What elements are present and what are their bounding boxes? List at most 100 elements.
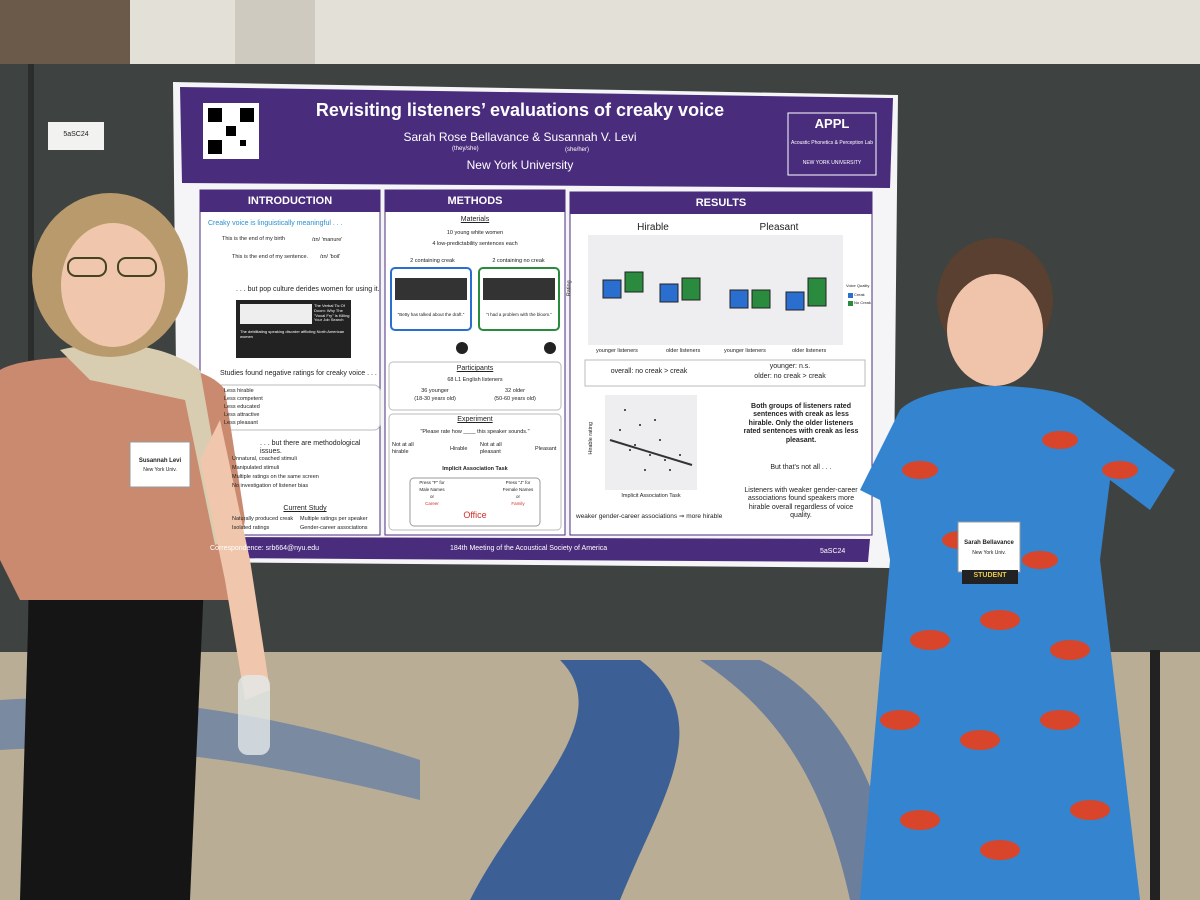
scale-max: Pleasant <box>535 446 557 452</box>
group-ages: (18-30 years old) <box>414 396 456 402</box>
sub-heading: Participants <box>456 365 494 372</box>
headline: The Verbal Tic Of Doom: Why The "Vocal F… <box>314 303 350 323</box>
group-count: 36 younger <box>421 388 449 394</box>
iat-key: or <box>429 494 434 499</box>
affiliation: New York University <box>466 158 574 172</box>
badge-org: New York Univ. <box>143 467 177 473</box>
methods-heading-bar <box>385 190 565 212</box>
participants-box <box>388 361 562 411</box>
iat-screen <box>409 477 541 527</box>
sentence: "I had a problem with the bloom." <box>486 312 552 317</box>
intro-pop: . . . but pop culture derides women for … <box>236 286 380 293</box>
example: This is the end of my sentence. <box>232 254 309 260</box>
experiment-box <box>388 413 562 531</box>
summary-box <box>584 359 866 387</box>
example: This is the end of my birth <box>222 236 285 242</box>
current-heading: Current Study <box>283 505 327 512</box>
speaker-icon <box>544 342 556 354</box>
meeting: 184th Meeting of the Acoustical Society … <box>450 545 608 552</box>
waveform <box>395 278 467 300</box>
iat-key: Male Names <box>419 487 445 492</box>
y-axis-label: Rating <box>566 280 573 297</box>
intro-lead: Creaky voice is linguistically meaningfu… <box>208 220 343 227</box>
pillar <box>235 0 315 70</box>
section-heading: RESULTS <box>695 197 747 209</box>
speaker-icon <box>456 342 468 354</box>
iat-key: Press "J" for <box>505 480 531 485</box>
current-item: Gender-career associations <box>300 525 368 531</box>
headline: The debilitating speaking disorder affli… <box>240 329 345 339</box>
iat-key: Family <box>511 501 525 506</box>
panel-title: Hirable <box>637 222 669 233</box>
current-item: Isolated ratings <box>232 525 270 531</box>
person-shirt <box>0 356 245 600</box>
badge-role: STUDENT <box>973 572 1007 579</box>
box-no-creak <box>681 277 701 301</box>
participants: 68 L1 English listeners <box>447 377 503 383</box>
poster-title: Revisiting listeners’ evaluations of cre… <box>315 100 725 120</box>
pronouns: (they/she) <box>452 146 479 152</box>
x-label: older listeners <box>792 348 827 354</box>
box-creak <box>729 289 749 309</box>
condition: 2 containing creak <box>410 258 455 264</box>
x-label: younger listeners <box>724 348 766 354</box>
example: /ɪn/ 'manure' <box>312 237 343 243</box>
carpet-pattern <box>700 660 900 900</box>
board-leg <box>1150 650 1160 900</box>
scatter-y-label: Hirable rating <box>588 421 595 455</box>
intro-studies: Studies found negative ratings for creak… <box>220 370 377 377</box>
intro-heading-bar <box>200 190 380 212</box>
box-no-creak <box>624 271 644 293</box>
board-seam <box>28 64 34 652</box>
authors: Sarah Rose Bellavance & Susannah V. Levi <box>403 130 637 144</box>
section-heading: METHODS <box>447 195 503 207</box>
scale-min: Not at all pleasant <box>480 442 502 455</box>
scatter-caption: weaker gender-career associations ⇒ more… <box>576 513 723 520</box>
finding: Less competent <box>224 396 263 402</box>
board-label-card <box>48 122 104 150</box>
finding: Less pleasant <box>224 420 258 426</box>
sub-heading: Materials <box>460 216 490 223</box>
problem: Unnatural, coached stimuli <box>232 456 297 462</box>
footer-bar <box>200 537 870 562</box>
intro-issues: . . . but there are methodological issue… <box>260 440 361 456</box>
material: 4 low-predictability sentences each <box>432 241 518 247</box>
face <box>61 223 165 347</box>
face <box>947 274 1043 386</box>
group-ages: (50-60 years old) <box>494 396 536 402</box>
person-trousers <box>20 560 205 900</box>
scale-max: Hirable <box>450 446 468 452</box>
scale-min: Not at all hirable <box>392 442 414 455</box>
contact: Correspondence: srb664@nyu.edu <box>210 545 320 552</box>
badge-name: Susannah Levi <box>138 458 182 464</box>
pronouns: (she/her) <box>565 147 590 153</box>
section-heading: INTRODUCTION <box>247 195 333 207</box>
wall <box>0 0 1200 70</box>
prompt: "Please rate how ____ this speaker sound… <box>420 429 530 435</box>
wall-panel <box>0 0 130 70</box>
example: /ɪn/ 'boil' <box>320 254 341 260</box>
current-item: Multiple ratings per speaker <box>300 516 368 522</box>
logo <box>787 112 877 176</box>
box-creak <box>785 291 805 311</box>
problem: Manipulated stimuli <box>232 465 280 471</box>
x-label: younger listeners <box>596 348 638 354</box>
iat-key: or <box>515 494 520 499</box>
badge-org: New York Univ. <box>972 550 1006 556</box>
iat-key: Career <box>425 501 439 506</box>
legend-item: Creak <box>854 292 865 297</box>
group-count: 32 older <box>505 388 525 394</box>
badge <box>129 441 191 488</box>
finding: Less educated <box>224 404 260 410</box>
finding: Less hirable <box>224 388 254 394</box>
box-no-creak <box>807 277 827 307</box>
arm <box>200 420 270 700</box>
title-bar <box>180 87 893 188</box>
finding: Less attractive <box>224 412 260 418</box>
material: 10 young white women <box>446 230 504 236</box>
scarf <box>60 344 230 545</box>
legend-item: No Creak <box>854 300 871 305</box>
current-item: Naturally produced creak <box>232 516 294 522</box>
